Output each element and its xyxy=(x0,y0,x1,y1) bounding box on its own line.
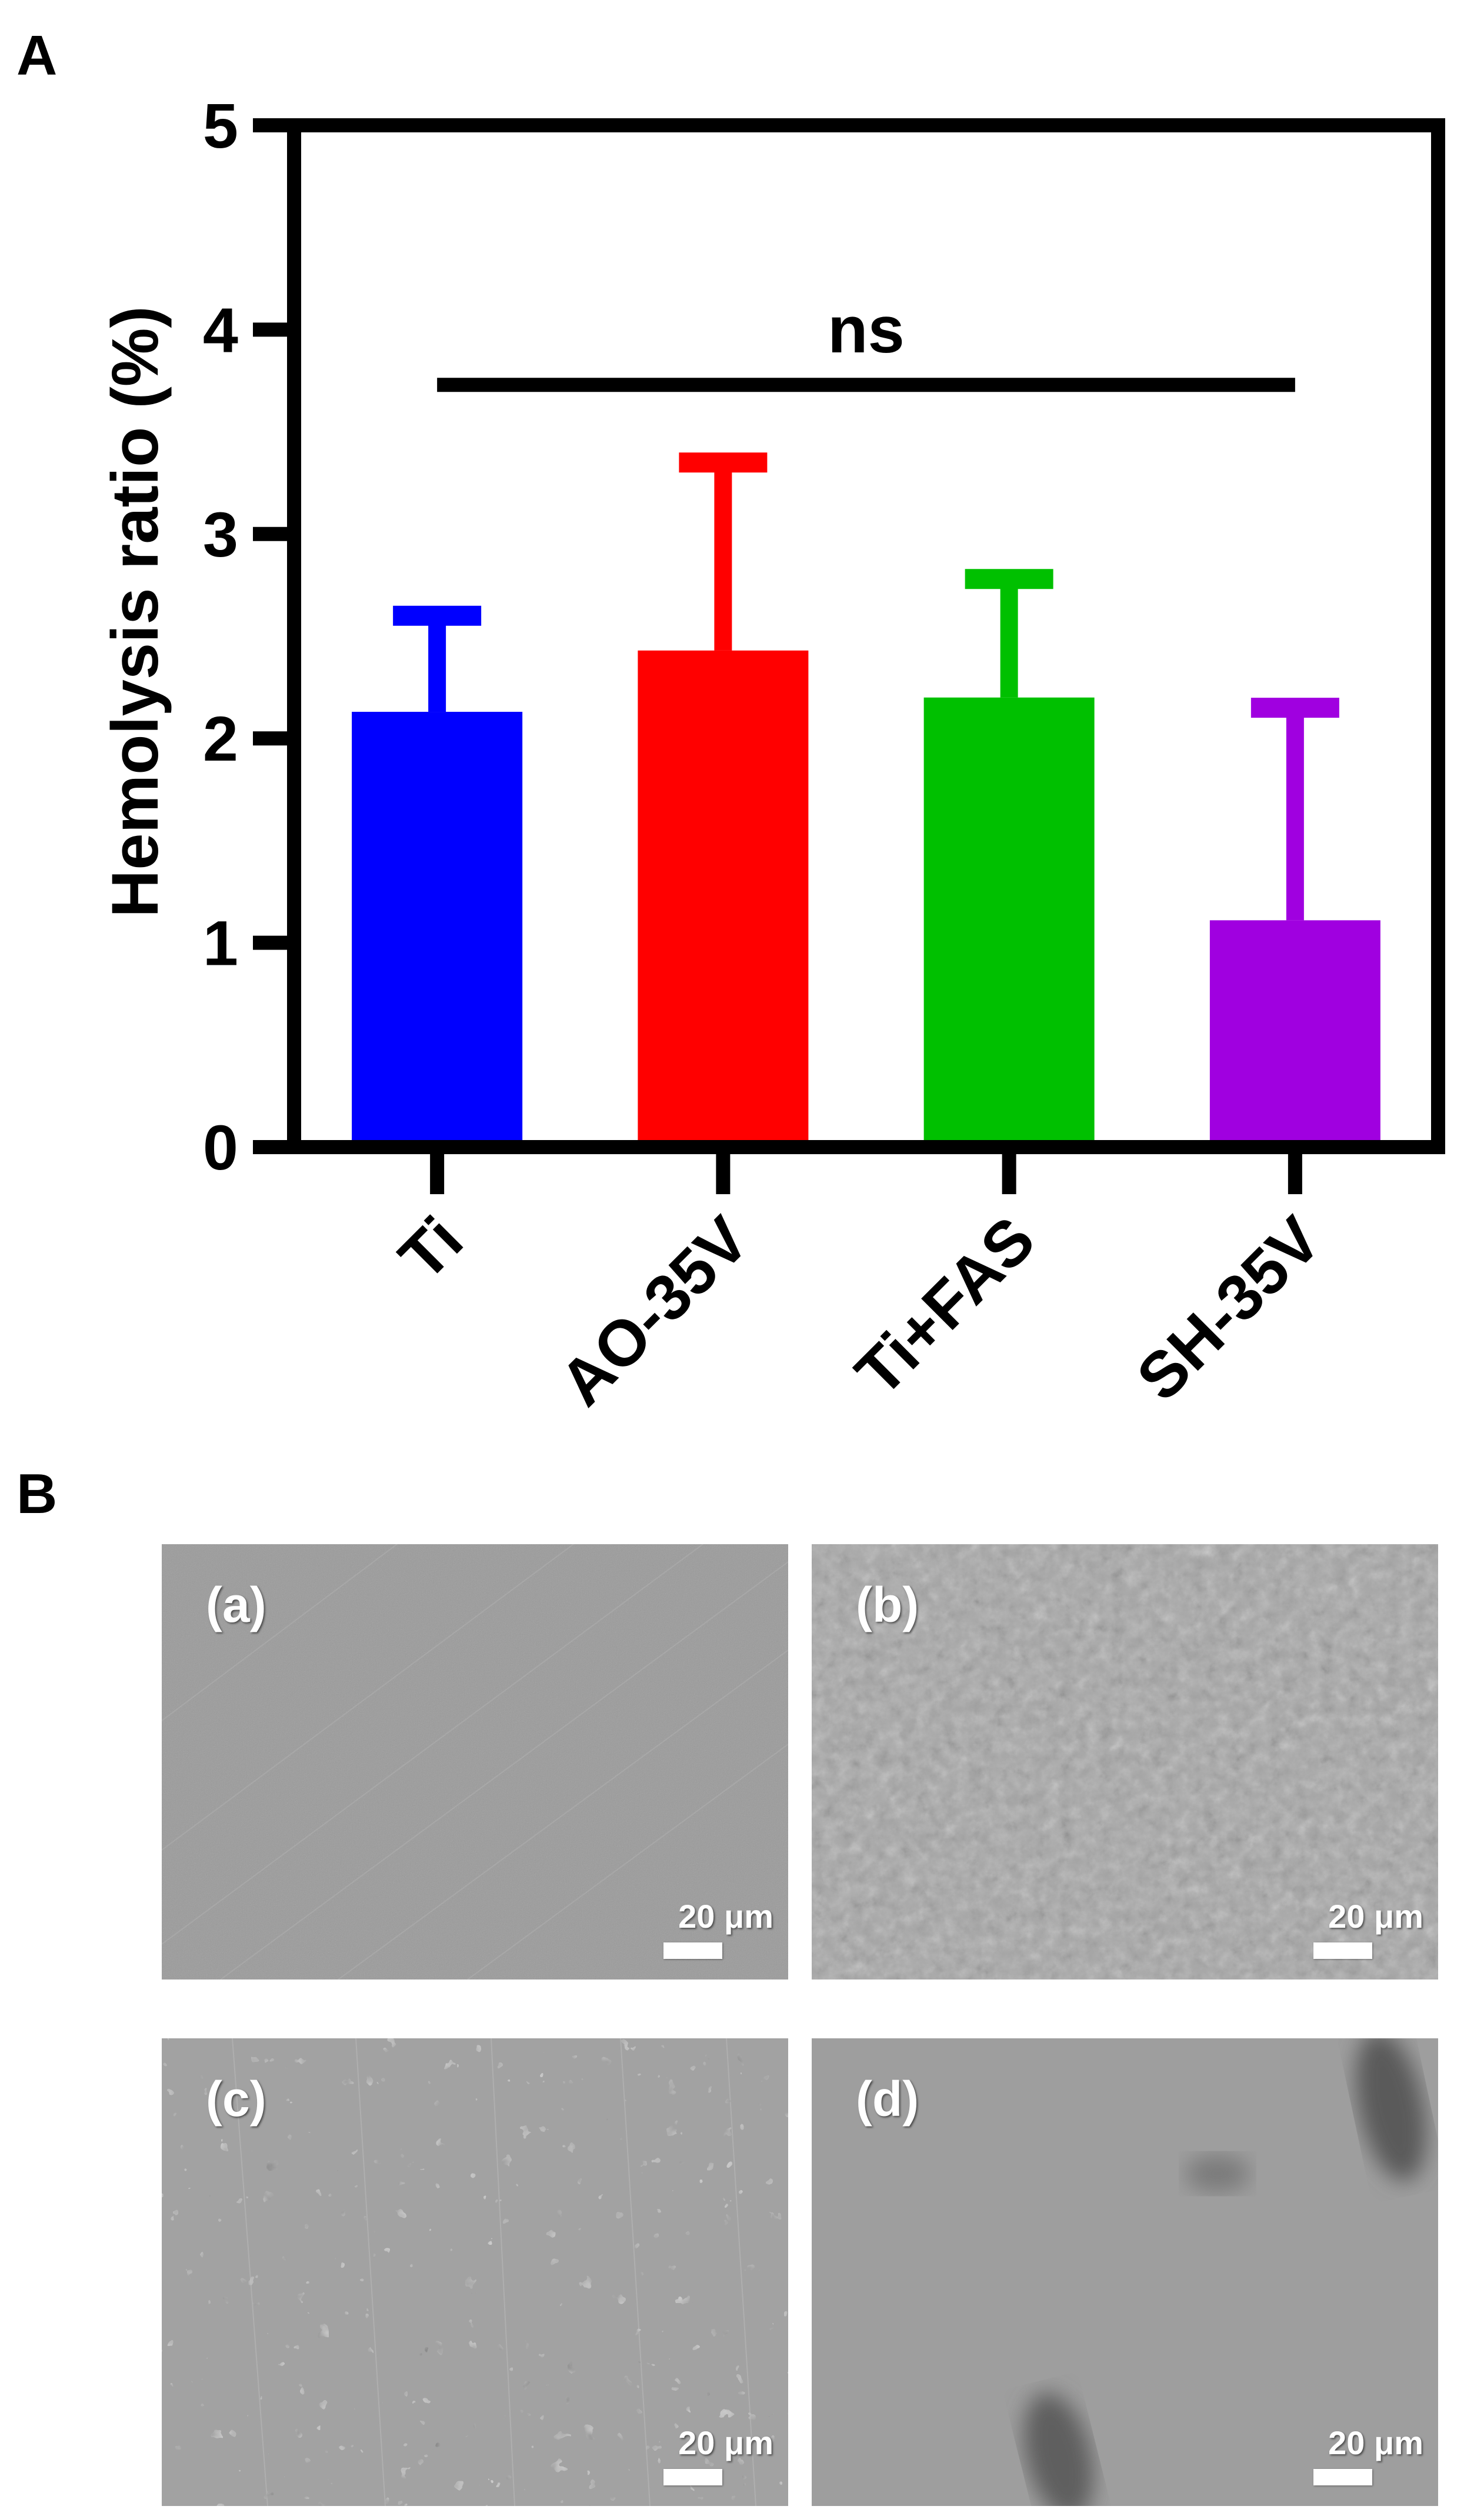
x-tick-label-1: AO-35V xyxy=(546,1203,762,1419)
y-tick-label-3: 3 xyxy=(203,499,238,570)
significance-label: ns xyxy=(828,293,905,366)
y-axis-label: Hemolysis ratio (%) xyxy=(98,306,172,917)
scale-bar-a xyxy=(663,1942,722,1959)
y-tick-label-5: 5 xyxy=(203,90,238,161)
plot-frame xyxy=(287,118,1445,1154)
sem-tag-b: (b) xyxy=(856,1577,919,1632)
bar-ti xyxy=(352,712,523,1147)
bar-sh-35v xyxy=(1209,920,1380,1147)
scale-text-b: 20 μm xyxy=(1328,1898,1423,1935)
sem-tag-a: (a) xyxy=(206,1577,266,1632)
bar-ao-35v xyxy=(638,650,809,1147)
sem-image-c: (c) 20 μm xyxy=(162,2038,788,2506)
x-tick-label-0: Ti xyxy=(385,1203,476,1294)
sem-image-a: (a) 20 μm xyxy=(162,1544,788,1980)
panel-a-label: A xyxy=(16,24,58,87)
y-tick-label-0: 0 xyxy=(203,1112,238,1183)
sem-image-d: (d) 20 μm xyxy=(812,2038,1438,2506)
y-tick-label-4: 4 xyxy=(203,294,238,365)
scale-text-d: 20 μm xyxy=(1328,2424,1423,2461)
panel-b-label: B xyxy=(16,1462,58,1525)
bar-ti-fas xyxy=(923,697,1095,1147)
sem-tag-d: (d) xyxy=(856,2071,919,2127)
x-tick-label-3: SH-35V xyxy=(1123,1203,1335,1414)
x-tick-label-2: Ti+FAS xyxy=(842,1203,1048,1409)
y-tick-label-2: 2 xyxy=(203,703,238,774)
scale-bar-c xyxy=(663,2469,722,2485)
sem-image-b: (b) 20 μm xyxy=(812,1544,1438,1980)
hemolysis-bar-chart: 0 1 2 3 4 5 Ti AO-35V Ti+FAS SH-35V ns Hemolysis… xyxy=(98,90,1445,1419)
scale-text-a: 20 μm xyxy=(678,1898,773,1935)
sem-tag-c: (c) xyxy=(206,2071,266,2127)
y-tick-label-1: 1 xyxy=(203,908,238,979)
scale-text-c: 20 μm xyxy=(678,2424,773,2461)
scale-bar-b xyxy=(1313,1942,1372,1959)
scale-bar-d xyxy=(1313,2469,1372,2485)
